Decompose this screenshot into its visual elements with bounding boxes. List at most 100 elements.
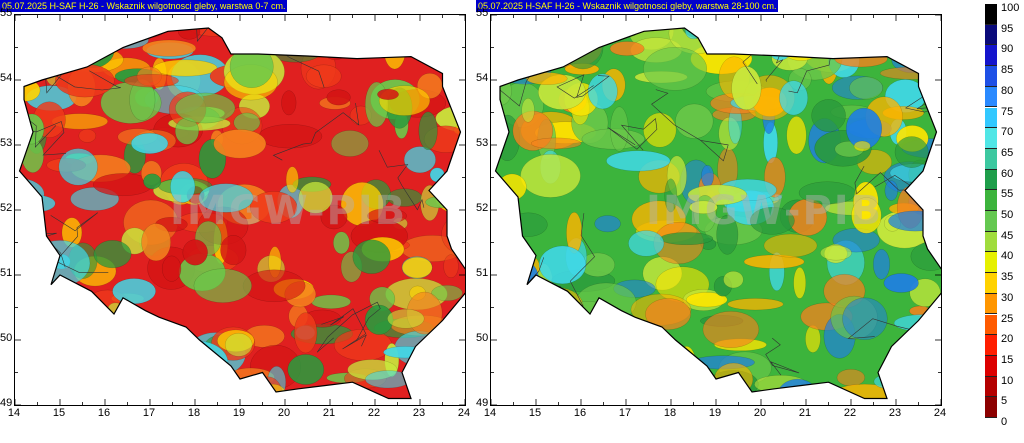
legend-swatch — [985, 314, 997, 336]
moisture-contour — [294, 312, 318, 354]
legend-swatch — [985, 24, 997, 46]
moisture-contour — [716, 214, 739, 255]
moisture-contour — [793, 267, 806, 299]
legend-label: 25 — [1001, 312, 1014, 325]
region-border — [321, 308, 367, 350]
x-tick-label: 15 — [528, 407, 542, 419]
moisture-contour — [242, 269, 306, 302]
x-tick-label: 21 — [798, 407, 812, 419]
legend-swatch — [985, 45, 997, 67]
legend-swatch — [985, 273, 997, 294]
moisture-contour — [333, 231, 350, 255]
moisture-contour — [743, 254, 805, 269]
moisture-contour — [443, 254, 459, 278]
map-plot — [490, 14, 942, 406]
region-border — [765, 337, 800, 376]
legend-label: 5 — [1001, 395, 1008, 408]
moisture-contour — [403, 146, 436, 174]
legend-label: 10 — [1001, 374, 1014, 387]
moisture-contour — [124, 74, 179, 88]
moisture-contour — [418, 111, 438, 150]
moisture-contour — [225, 333, 253, 357]
moisture-contour — [526, 72, 568, 85]
x-tick-label: 22 — [843, 407, 857, 419]
panel-right: 05.07.2025 H-SAF H-26 - Wskaznik wilgotn… — [476, 0, 956, 443]
x-tick-label: 22 — [367, 407, 381, 419]
y-tick-label: 55 — [0, 7, 13, 19]
moisture-contour — [643, 112, 677, 148]
moisture-contour — [851, 197, 882, 234]
legend-swatch — [985, 128, 997, 149]
moisture-contour — [387, 308, 425, 329]
legend-swatch — [985, 293, 997, 315]
x-tick-label: 17 — [142, 407, 156, 419]
region-border — [44, 68, 121, 94]
moisture-contour — [727, 298, 784, 311]
legend-label: 90 — [1001, 43, 1014, 56]
moisture-contour — [594, 215, 621, 233]
moisture-contour — [849, 76, 883, 100]
moisture-contour — [175, 92, 236, 124]
moisture-contour — [853, 140, 871, 152]
moisture-contour — [531, 137, 582, 150]
moisture-contour — [675, 103, 714, 139]
moisture-contour — [779, 80, 808, 116]
moisture-contour — [798, 181, 856, 205]
moisture-contour — [731, 66, 762, 111]
moisture-contour — [112, 278, 156, 305]
legend-swatch — [985, 211, 997, 232]
region-border — [19, 115, 67, 156]
x-tick-label: 15 — [52, 407, 66, 419]
moisture-contour — [387, 188, 423, 207]
moisture-contour — [701, 165, 714, 188]
moisture-contour — [326, 89, 351, 106]
axis-ticks — [15, 15, 465, 405]
y-tick-label: 51 — [0, 267, 13, 279]
x-tick-label: 19 — [708, 407, 722, 419]
y-tick-label: 50 — [476, 332, 489, 344]
moisture-contour — [894, 136, 929, 168]
moisture-contour — [193, 268, 252, 303]
legend-label: 100 — [1001, 2, 1020, 14]
moisture-contour — [883, 273, 919, 293]
moisture-contour — [689, 200, 718, 214]
moisture-contour — [402, 257, 433, 279]
moisture-contour — [58, 148, 98, 186]
legend-swatch — [985, 148, 997, 170]
x-tick-label: 23 — [412, 407, 426, 419]
moisture-contour — [182, 239, 208, 266]
moisture-contour — [786, 116, 807, 155]
legend-label: 70 — [1001, 126, 1014, 139]
panel-title: 05.07.2025 H-SAF H-26 - Wskaznik wilgotn… — [476, 0, 779, 12]
x-tick-label: 24 — [457, 407, 471, 419]
legend-label: 60 — [1001, 167, 1014, 180]
legend-label: 20 — [1001, 333, 1014, 346]
moisture-contour — [178, 28, 201, 40]
moisture-contour — [842, 297, 888, 340]
region-border — [378, 150, 425, 211]
x-tick-label: 24 — [933, 407, 947, 419]
moisture-contour — [305, 64, 342, 88]
moisture-contour — [763, 233, 818, 258]
moisture-contour — [367, 208, 407, 224]
moisture-contour — [285, 166, 299, 193]
legend-label: 85 — [1001, 64, 1014, 77]
moisture-contour — [520, 154, 581, 198]
moisture-contour — [93, 240, 132, 269]
moisture-contour — [609, 41, 645, 56]
x-tick-label: 20 — [277, 407, 291, 419]
moisture-contour — [78, 128, 97, 143]
y-tick-label: 49 — [476, 397, 489, 409]
moisture-contour — [873, 249, 890, 280]
y-tick-label: 53 — [0, 137, 13, 149]
y-tick-label: 50 — [0, 332, 13, 344]
y-tick-label: 52 — [0, 202, 13, 214]
moisture-contour — [664, 178, 678, 213]
region-border — [651, 89, 729, 162]
y-tick-label: 54 — [0, 72, 13, 84]
x-tick-label: 16 — [573, 407, 587, 419]
moisture-contour — [311, 294, 351, 309]
moisture-contour — [686, 292, 728, 308]
x-tick-label: 21 — [322, 407, 336, 419]
moisture-contour — [628, 230, 665, 257]
